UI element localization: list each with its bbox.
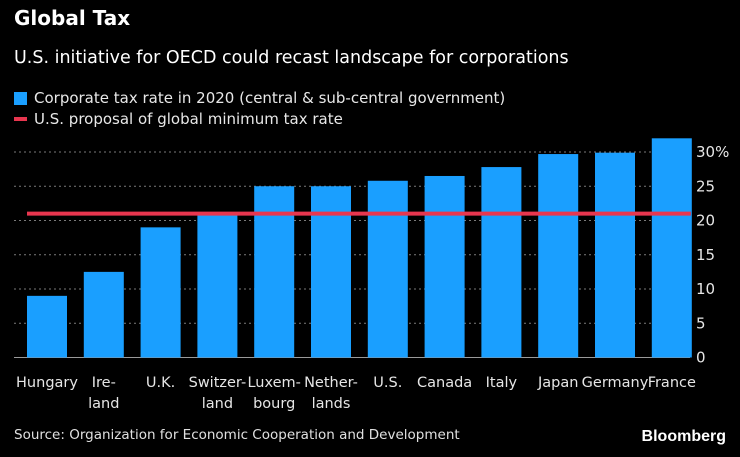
bar bbox=[197, 213, 238, 358]
chart-subtitle: U.S. initiative for OECD could recast la… bbox=[14, 48, 569, 68]
y-tick-label: 5 bbox=[696, 314, 706, 332]
x-tick-label: Canada bbox=[417, 375, 472, 391]
x-tick-label: lands bbox=[312, 396, 351, 412]
x-tick-label: Nether- bbox=[304, 375, 358, 391]
bar bbox=[27, 295, 67, 358]
x-tick-label: U.S. bbox=[373, 375, 402, 391]
x-tick-label: land bbox=[88, 396, 119, 412]
bar bbox=[538, 154, 579, 358]
legend-label-corporate-tax: Corporate tax rate in 2020 (central & su… bbox=[34, 89, 506, 107]
source-note: Source: Organization for Economic Cooper… bbox=[14, 427, 460, 443]
x-tick-label: land bbox=[202, 396, 233, 412]
x-tick-label: France bbox=[648, 375, 696, 391]
legend-swatch-line bbox=[14, 117, 27, 121]
x-tick-label: bourg bbox=[253, 396, 295, 412]
y-tick-label: 30% bbox=[696, 143, 729, 161]
chart-title: Global Tax bbox=[14, 6, 131, 30]
legend-swatch-bar bbox=[14, 91, 27, 105]
bar bbox=[595, 152, 635, 358]
y-tick-label: 10 bbox=[696, 280, 715, 298]
x-tick-label: Luxem- bbox=[247, 375, 300, 391]
x-tick-label: Ire- bbox=[92, 375, 116, 391]
bar bbox=[83, 271, 124, 358]
legend-item-corporate-tax: Corporate tax rate in 2020 (central & su… bbox=[14, 88, 505, 108]
y-tick-label: 15 bbox=[696, 246, 715, 264]
y-tick-label: 20 bbox=[696, 212, 715, 230]
x-tick-label: Hungary bbox=[16, 375, 78, 391]
legend-label-minimum-tax: U.S. proposal of global minimum tax rate bbox=[34, 110, 343, 128]
y-tick-label: 25 bbox=[696, 177, 715, 195]
bar bbox=[367, 180, 408, 358]
bar bbox=[424, 175, 465, 358]
bar bbox=[140, 227, 181, 358]
bloomberg-logo: Bloomberg bbox=[641, 428, 726, 445]
x-tick-label: Switzer- bbox=[189, 375, 247, 391]
legend-item-minimum-tax: U.S. proposal of global minimum tax rate bbox=[14, 109, 343, 129]
y-tick-label: 0 bbox=[696, 349, 706, 367]
bar bbox=[651, 138, 692, 358]
x-tick-label: Italy bbox=[486, 375, 518, 391]
x-tick-label: U.K. bbox=[146, 375, 175, 391]
bar bbox=[481, 167, 522, 358]
x-tick-label: Japan bbox=[537, 375, 578, 391]
x-tick-label: Germany bbox=[582, 375, 649, 391]
